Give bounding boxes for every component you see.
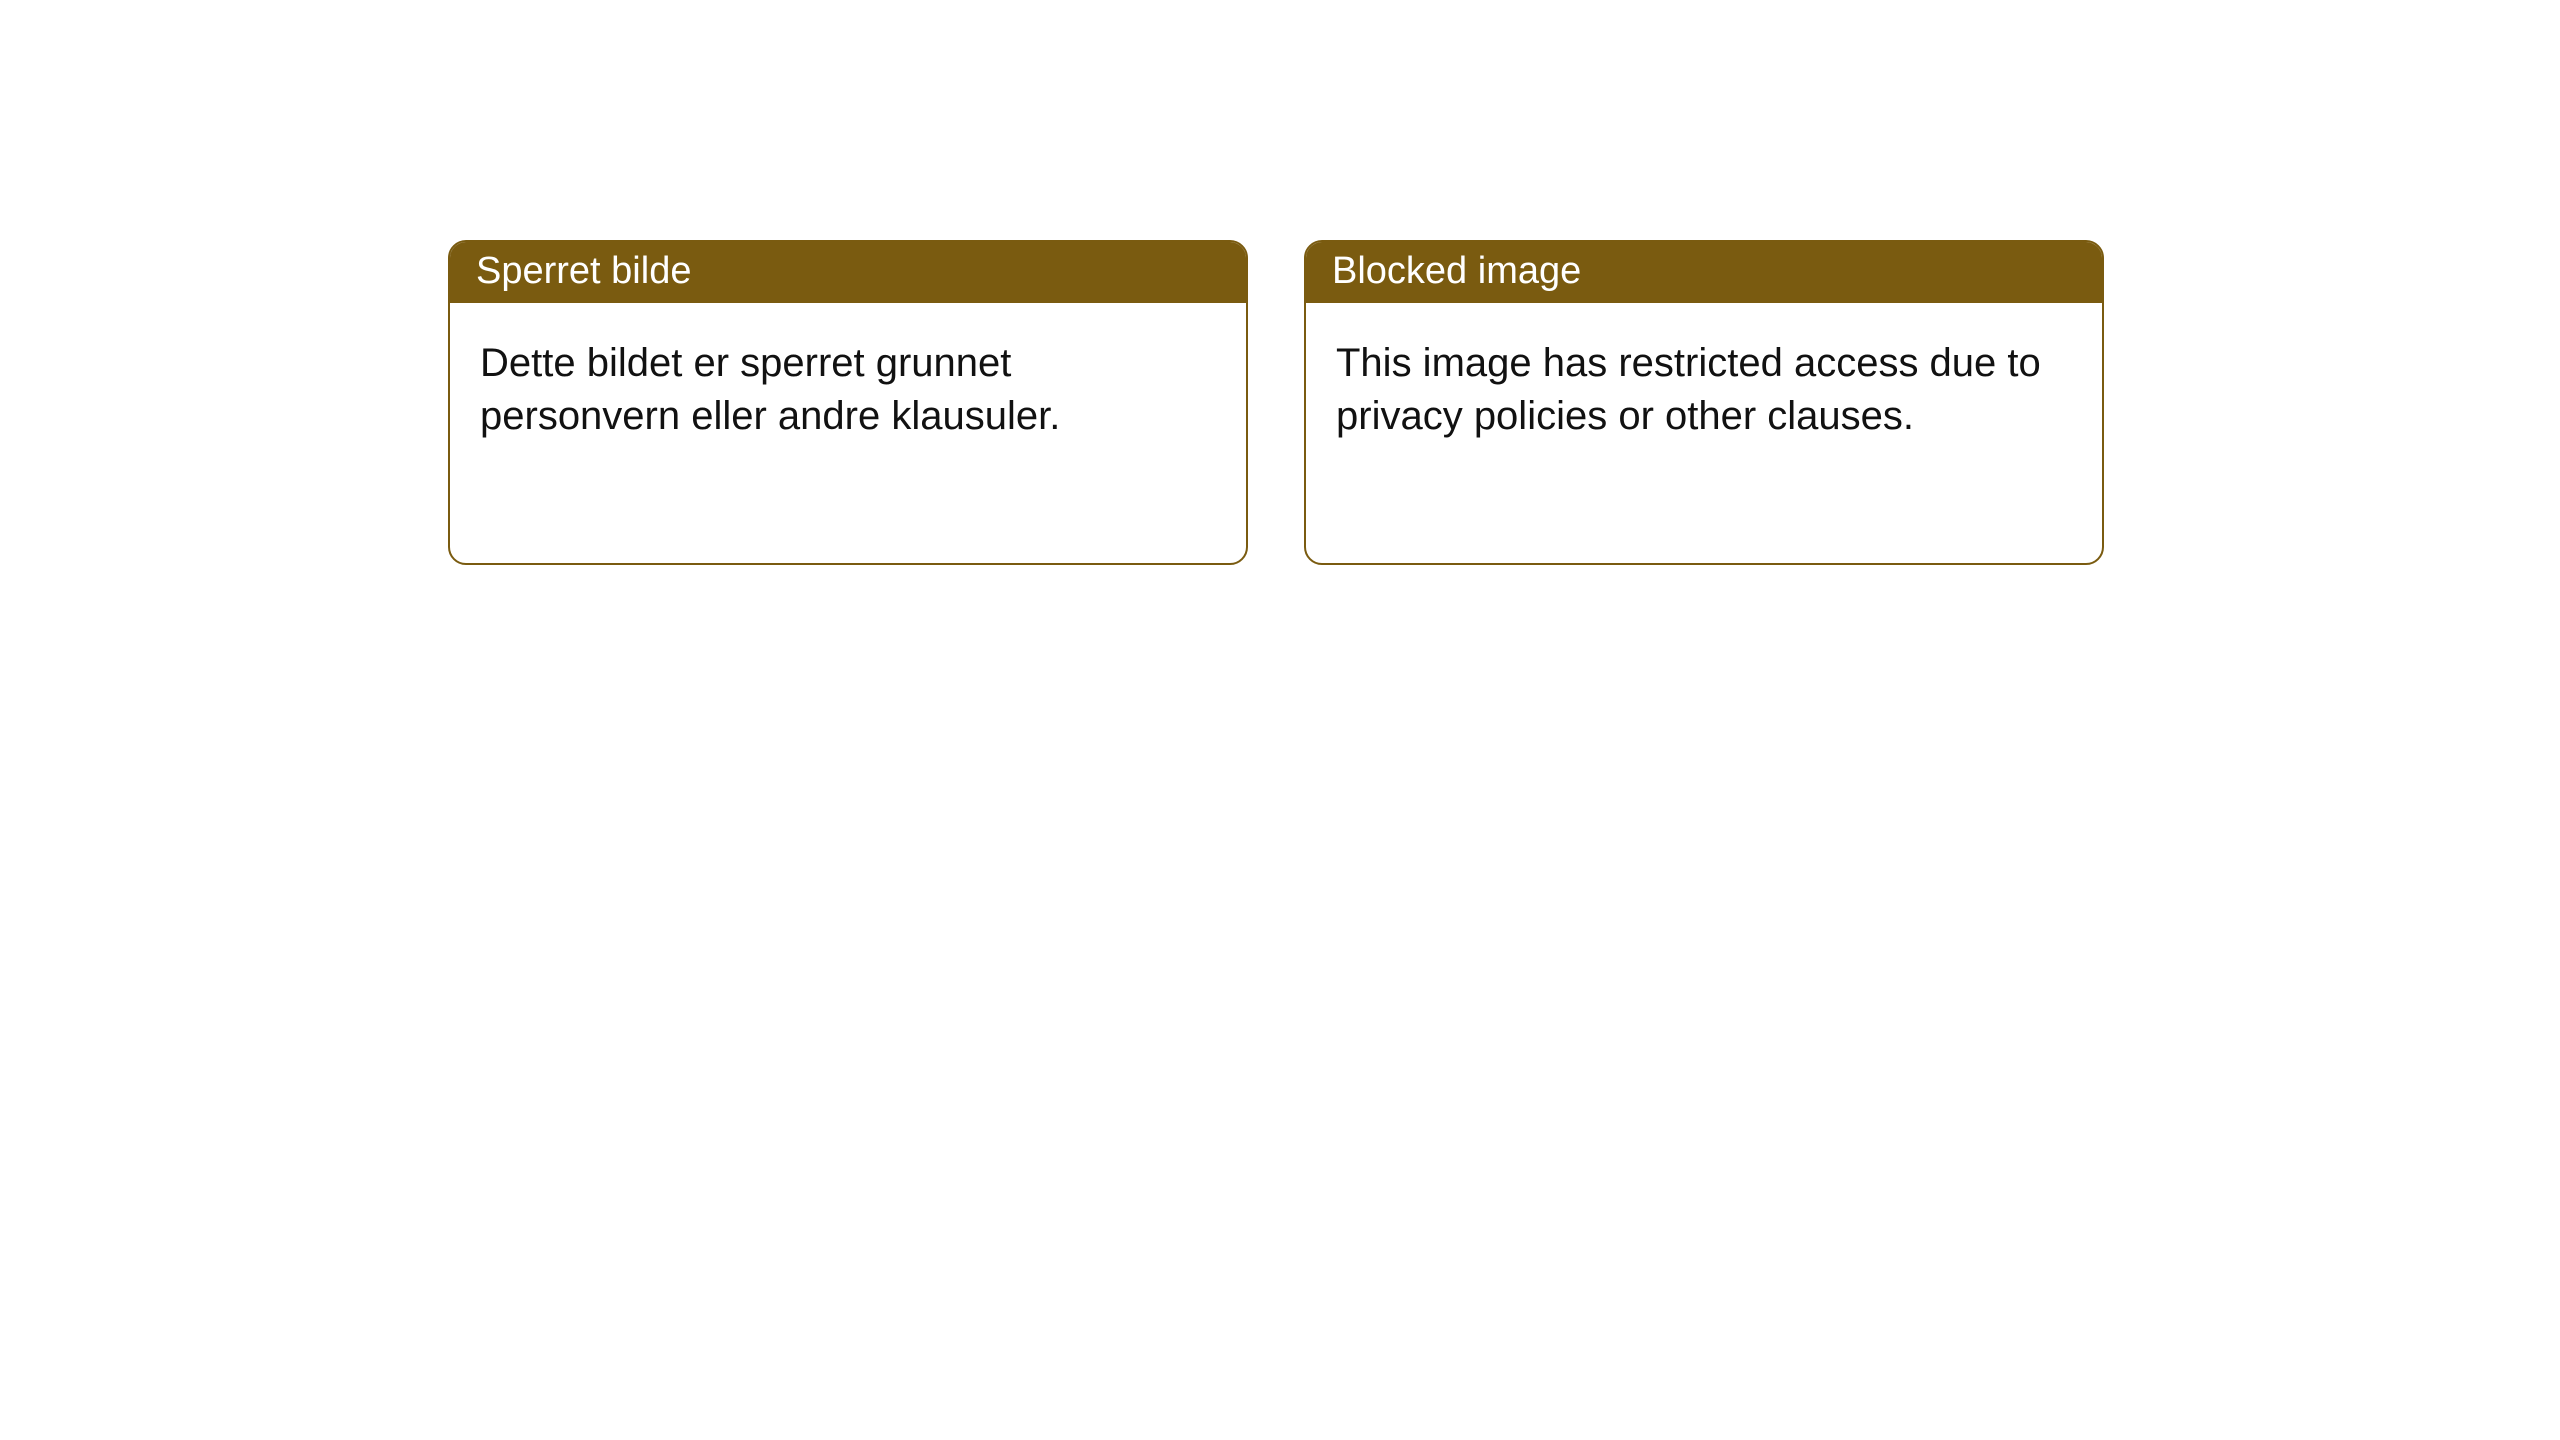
notice-title-no: Sperret bilde <box>450 242 1246 303</box>
notice-message-no: Dette bildet er sperret grunnet personve… <box>450 303 1246 563</box>
notice-card-no: Sperret bilde Dette bildet er sperret gr… <box>448 240 1248 565</box>
notice-title-en: Blocked image <box>1306 242 2102 303</box>
notice-row: Sperret bilde Dette bildet er sperret gr… <box>0 0 2560 565</box>
notice-card-en: Blocked image This image has restricted … <box>1304 240 2104 565</box>
notice-message-en: This image has restricted access due to … <box>1306 303 2102 563</box>
